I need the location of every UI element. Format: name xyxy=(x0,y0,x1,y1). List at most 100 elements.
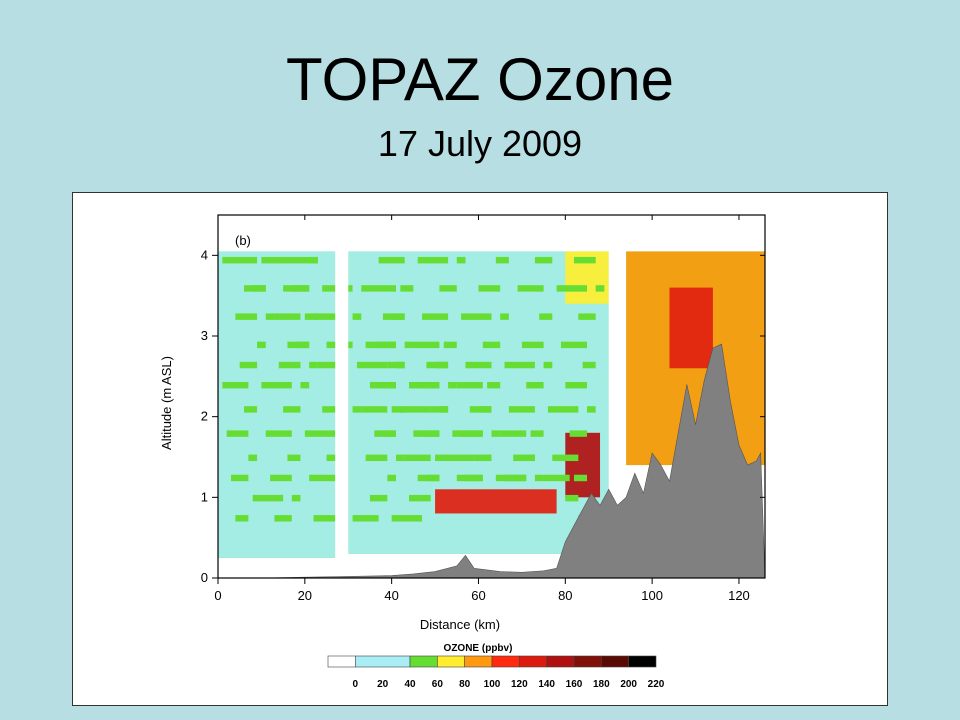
x-tick-label: 20 xyxy=(298,588,312,603)
ozone-streak xyxy=(378,256,405,264)
figure-panel: 0 20 40 60 80 100 120 0 1 2 3 4 (b) Distance (km) A… xyxy=(72,192,888,706)
ozone-streak xyxy=(526,381,544,389)
ozone-streak xyxy=(265,430,292,437)
ozone-streak xyxy=(226,430,249,437)
ozone-streak xyxy=(270,474,292,482)
colorbar-segment xyxy=(355,655,411,668)
ozone-chart: 0 20 40 60 80 100 120 0 1 2 3 4 (b) Distance (km) A… xyxy=(159,214,766,690)
colorbar-tick-label: 120 xyxy=(511,679,528,690)
ozone-streak xyxy=(317,361,344,369)
ozone-streak xyxy=(300,381,310,389)
ozone-streak xyxy=(543,474,570,482)
colorbar-tick-label: 200 xyxy=(620,679,637,690)
colorbar-tick-label: 180 xyxy=(593,679,610,690)
ozone-streak xyxy=(573,474,588,482)
ozone-streak xyxy=(517,285,544,292)
colorbar-segment xyxy=(327,655,356,668)
ozone-streak xyxy=(391,515,423,522)
y-tick-label: 4 xyxy=(201,247,208,262)
ozone-streak xyxy=(400,406,431,413)
ozone-streak xyxy=(478,285,501,292)
ozone-streak xyxy=(465,474,483,482)
ozone-streak xyxy=(487,381,501,389)
ozone-streak xyxy=(261,381,292,389)
ozone-streak xyxy=(573,256,596,264)
ozone-layer xyxy=(565,432,601,498)
ozone-layer xyxy=(669,287,713,369)
ozone-streak xyxy=(504,361,535,369)
y-tick-label: 0 xyxy=(201,570,208,585)
ozone-streak xyxy=(378,381,396,389)
ozone-streak xyxy=(283,406,301,413)
ozone-streak xyxy=(235,515,249,522)
ozone-streak xyxy=(395,361,405,369)
ozone-streak xyxy=(369,494,388,502)
ozone-streak xyxy=(361,285,370,292)
x-tick-label: 100 xyxy=(641,588,663,603)
ozone-streak xyxy=(565,381,588,389)
ozone-streak xyxy=(435,361,449,369)
ozone-streak xyxy=(456,381,483,389)
colorbar-tick-label: 40 xyxy=(404,679,416,690)
ozone-streak xyxy=(400,285,414,292)
ozone-streak xyxy=(409,494,431,502)
terrain-profile xyxy=(218,343,765,578)
ozone-streak xyxy=(222,256,232,264)
colorbar-segment xyxy=(409,655,438,668)
ozone-streak xyxy=(309,361,318,369)
slide-title: TOPAZ Ozone xyxy=(286,46,674,113)
ozone-streak xyxy=(530,430,544,437)
ozone-streak xyxy=(587,406,596,413)
ozone-streak xyxy=(461,313,492,320)
ozone-streak xyxy=(313,313,344,320)
ozone-streak xyxy=(356,361,388,369)
colorbar-tick-label: 80 xyxy=(459,679,471,690)
colorbar-segment xyxy=(628,655,657,668)
colorbar-tick-label: 160 xyxy=(566,679,583,690)
ozone-streak xyxy=(482,341,501,349)
colorbar-segment xyxy=(491,655,520,668)
y-tick-label: 2 xyxy=(201,409,208,424)
ozone-streak xyxy=(508,406,535,413)
ozone-streak xyxy=(521,341,544,349)
colorbar-segment xyxy=(519,655,547,668)
ozone-streak xyxy=(543,361,553,369)
ozone-streak xyxy=(500,313,509,320)
y-tick-label: 3 xyxy=(201,328,208,343)
ozone-streak xyxy=(595,285,605,292)
colorbar-tick-label: 60 xyxy=(432,679,444,690)
colorbar-tick-label: 220 xyxy=(648,679,665,690)
ozone-streak xyxy=(261,256,275,264)
x-tick-label: 40 xyxy=(384,588,398,603)
ozone-streak xyxy=(500,430,527,437)
axes: 0 20 40 60 80 100 120 0 1 2 3 4 xyxy=(201,214,766,603)
ozone-streak xyxy=(426,474,440,482)
ozone-streak xyxy=(404,454,431,462)
ozone-streak xyxy=(443,341,457,349)
colorbar-title: OZONE (ppbv) xyxy=(444,643,513,654)
colorbar: OZONE (ppbv) 0 20 40 60 80 100 120 140 160 180 200… xyxy=(327,643,665,690)
y-axis-title: Altitude (m ASL) xyxy=(159,356,174,450)
x-tick-label: 80 xyxy=(558,588,572,603)
ozone-streak xyxy=(560,341,588,349)
ozone-streak xyxy=(578,313,596,320)
ozone-streak xyxy=(309,256,318,264)
x-tick-label: 0 xyxy=(214,588,221,603)
ozone-streak xyxy=(304,313,318,320)
ozone-streak xyxy=(448,381,457,389)
ozone-streak xyxy=(556,285,588,292)
ozone-streak xyxy=(382,430,396,437)
ozone-streak xyxy=(539,313,553,320)
x-tick-label: 120 xyxy=(728,588,750,603)
ozone-streak xyxy=(482,454,492,462)
ozone-streak xyxy=(222,381,249,389)
slide-subtitle: 17 July 2009 xyxy=(377,123,583,164)
ozone-streak xyxy=(565,494,579,502)
ozone-streak xyxy=(274,515,292,522)
plot-clip-group xyxy=(218,215,765,578)
ozone-streak xyxy=(461,430,483,437)
ozone-streak xyxy=(265,313,275,320)
ozone-streak xyxy=(235,313,258,320)
ozone-streak xyxy=(369,285,396,292)
colorbar-tick-label: 140 xyxy=(538,679,555,690)
